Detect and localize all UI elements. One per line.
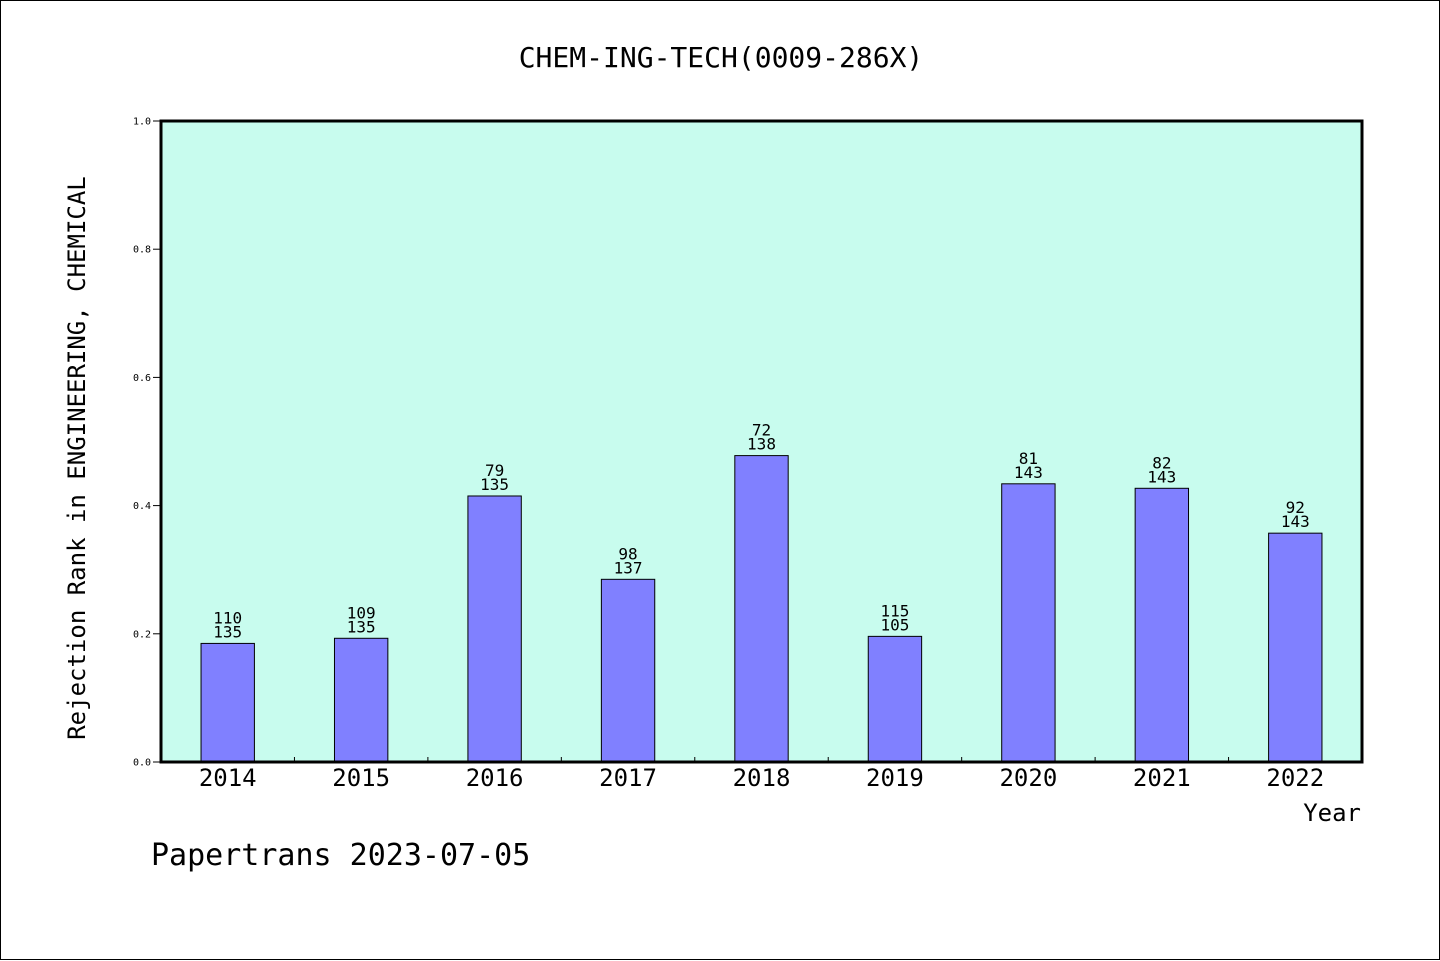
y-tick-label: 0.4 <box>133 501 151 512</box>
bar-label-top: 92 <box>1286 498 1305 517</box>
chart-title: CHEM-ING-TECH(0009-286X) <box>519 41 924 74</box>
y-axis-label: Rejection Rank in ENGINEERING, CHEMICAL <box>63 176 91 740</box>
x-tick-label: 2017 <box>599 764 657 792</box>
bar-label-top: 79 <box>485 461 504 480</box>
x-tick-label: 2018 <box>733 764 791 792</box>
bar-label-bottom: 143 <box>1281 512 1310 531</box>
y-tick-label: 0.6 <box>133 373 151 384</box>
footer-credit: Papertrans 2023-07-05 <box>151 838 530 873</box>
x-tick-label: 2022 <box>1266 764 1324 792</box>
y-axis: 0.0 0.2 0.4 0.6 0.8 1.0 <box>133 117 161 769</box>
bar-2020 <box>1001 483 1056 763</box>
bar-2016 <box>467 495 522 763</box>
x-tick-label: 2016 <box>466 764 524 792</box>
bar-2021 <box>1134 487 1190 763</box>
bar-2019 <box>867 635 923 763</box>
y-tick-label: 0.0 <box>133 758 151 769</box>
bar-label-bottom: 143 <box>1014 463 1043 482</box>
bar-label-top: 115 <box>880 601 909 620</box>
bar-2015 <box>333 637 389 763</box>
bar-label-bottom: 135 <box>480 475 509 494</box>
bar-2017 <box>600 578 656 763</box>
bar-label-bottom: 137 <box>614 558 643 577</box>
bar-labels-group: 1101351091357913598137721381151058114382… <box>213 421 1309 642</box>
x-tick-label: 2020 <box>999 764 1057 792</box>
bar-label-top: 109 <box>347 603 376 622</box>
x-tick-label: 2014 <box>199 764 257 792</box>
x-tick-label: 2015 <box>332 764 390 792</box>
bar-label-top: 110 <box>213 608 242 627</box>
y-tick-label: 0.8 <box>133 245 151 256</box>
y-tick-label: 0.2 <box>133 629 151 640</box>
bar-label-top: 98 <box>618 544 637 563</box>
bar-label-bottom: 105 <box>880 615 909 634</box>
bar-label-top: 82 <box>1152 453 1171 472</box>
plot-border <box>159 119 1364 764</box>
bar-2014 <box>200 642 255 763</box>
bars-group <box>200 455 1323 763</box>
bar-label-bottom: 138 <box>747 435 776 454</box>
bar-label-bottom: 135 <box>213 622 242 641</box>
bar-2018 <box>734 455 789 763</box>
bar-label-bottom: 135 <box>347 617 376 636</box>
bar-label-bottom: 143 <box>1147 467 1176 486</box>
x-tick-label: 2021 <box>1133 764 1191 792</box>
y-tick-label: 1.0 <box>133 117 151 128</box>
bar-2022 <box>1268 532 1323 763</box>
x-axis: 2014 2015 2016 2017 2018 2019 2020 2021 2022 <box>199 757 1324 792</box>
x-tick-label: 2019 <box>866 764 924 792</box>
x-axis-label: Year <box>1303 799 1361 827</box>
bar-label-top: 81 <box>1019 449 1038 468</box>
bar-label-top: 72 <box>752 421 771 440</box>
